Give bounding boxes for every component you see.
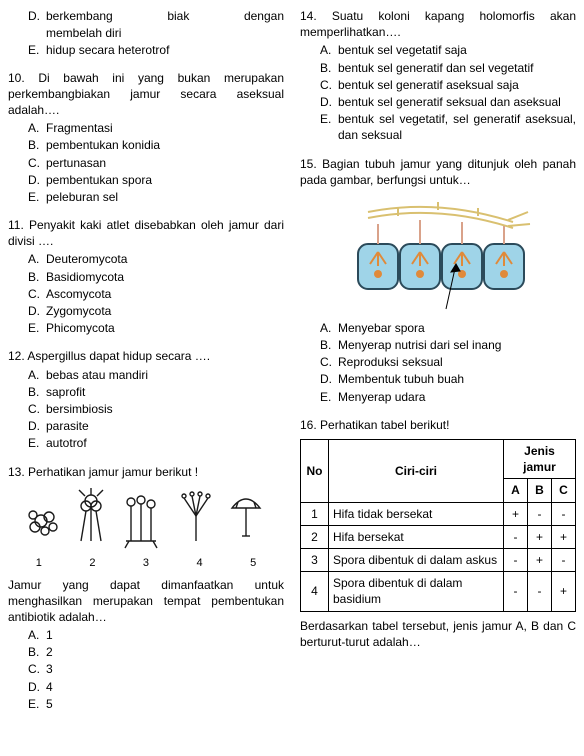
q14-opt-e: E.bentuk sel vegetatif, sel generatif as… [320,111,576,143]
q13-text: 13. Perhatikan jamur jamur berikut ! [8,464,284,480]
q10-opt-e: E.peleburan sel [28,189,284,205]
q12-opt-a: A.bebas atau mandiri [28,367,284,383]
option-text: hidup secara heterotrof [46,42,284,58]
option-letter: D. [28,8,46,24]
q14: 14. Suatu koloni kapang holomorfis akan … [300,8,576,144]
q12-opt-d: D.parasite [28,418,284,434]
table-row: 2 Hifa bersekat - + + [301,525,576,548]
q13-opt-a: A.1 [28,627,284,643]
q13-figure: 1 2 3 4 5 [8,486,284,571]
q10-opt-c: C.pertunasan [28,155,284,171]
q12-opt-e: E.autotrof [28,435,284,451]
q15-opt-d: D.Membentuk tubuh buah [320,371,576,387]
th-ciri: Ciri-ciri [329,440,504,503]
q12-text: 12. Aspergillus dapat hidup secara …. [8,348,284,364]
table-row: 4 Spora dibentuk di dalam basidium - - + [301,572,576,611]
q11-opt-d: D.Zygomycota [28,303,284,319]
q9-option-d-line2: membelah diri [28,25,284,41]
q12-opt-c: C.bersimbiosis [28,401,284,417]
q11-opt-b: B.Basidiomycota [28,269,284,285]
q16-after-text: Berdasarkan tabel tersebut, jenis jamur … [300,618,576,650]
q14-options: A.bentuk sel vegetatif saja B.bentuk sel… [300,42,576,143]
q15-options: A.Menyebar spora B.Menyerap nutrisi dari… [300,320,576,405]
q10-text: 10. Di bawah ini yang bukan merupakan pe… [8,70,284,119]
q9-option-e: E. hidup secara heterotrof [28,42,284,58]
q15-figure [300,194,576,314]
q15-opt-c: C.Reproduksi seksual [320,354,576,370]
q10: 10. Di bawah ini yang bukan merupakan pe… [8,70,284,206]
q15-text: 15. Bagian tubuh jamur yang ditunjuk ole… [300,156,576,188]
option-text: membelah diri [46,25,284,41]
table-row: 1 Hifa tidak bersekat + - - [301,502,576,525]
th-jenis: Jenis jamur [504,440,576,479]
table-header-row: No Ciri-ciri Jenis jamur [301,440,576,479]
fungi-sketch-icon [21,486,271,556]
q11: 11. Penyakit kaki atlet disebabkan oleh … [8,217,284,336]
q16: 16. Perhatikan tabel berikut! No Ciri-ci… [300,417,576,650]
q9-option-d: D. berkembang biak dengan [28,8,284,24]
q10-opt-a: A.Fragmentasi [28,120,284,136]
q11-opt-e: E.Phicomycota [28,320,284,336]
haustorium-diagram-icon [338,194,538,314]
q15-opt-a: A.Menyebar spora [320,320,576,336]
table-row: 3 Spora dibentuk di dalam askus - + - [301,548,576,571]
q11-opt-c: C.Ascomycota [28,286,284,302]
q13-opt-e: E.5 [28,696,284,712]
q13: 13. Perhatikan jamur jamur berikut ! [8,464,284,713]
q15: 15. Bagian tubuh jamur yang ditunjuk ole… [300,156,576,405]
q13-opt-b: B.2 [28,644,284,660]
q13-after-text: Jamur yang dapat dimanfaatkan untuk meng… [8,577,284,626]
left-column: D. berkembang biak dengan membelah diri … [8,8,284,724]
q12: 12. Aspergillus dapat hidup secara …. A.… [8,348,284,451]
q14-opt-c: C.bentuk sel generatif aseksual saja [320,77,576,93]
q10-opt-d: D.pembentukan spora [28,172,284,188]
q13-opt-d: D.4 [28,679,284,695]
q16-text: 16. Perhatikan tabel berikut! [300,417,576,433]
th-no: No [301,440,329,503]
th-a: A [504,479,528,502]
q15-opt-e: E.Menyerap udara [320,389,576,405]
q13-opt-c: C.3 [28,661,284,677]
th-b: B [528,479,552,502]
q11-options: A.Deuteromycota B.Basidiomycota C.Ascomy… [8,251,284,336]
q11-opt-a: A.Deuteromycota [28,251,284,267]
q16-table: No Ciri-ciri Jenis jamur A B C 1 Hifa ti… [300,439,576,612]
option-letter: E. [28,42,46,58]
q11-text: 11. Penyakit kaki atlet disebabkan oleh … [8,217,284,249]
q10-options: A.Fragmentasi B.pembentukan konidia C.pe… [8,120,284,205]
th-c: C [552,479,576,502]
q12-opt-b: B.saprofit [28,384,284,400]
q12-options: A.bebas atau mandiri B.saprofit C.bersim… [8,367,284,452]
q14-text: 14. Suatu koloni kapang holomorfis akan … [300,8,576,40]
q13-options: A.1 B.2 C.3 D.4 E.5 [8,627,284,712]
q15-opt-b: B.Menyerap nutrisi dari sel inang [320,337,576,353]
q14-opt-a: A.bentuk sel vegetatif saja [320,42,576,58]
right-column: 14. Suatu koloni kapang holomorfis akan … [300,8,576,724]
q9-tail-options: D. berkembang biak dengan membelah diri … [8,8,284,59]
q10-opt-b: B.pembentukan konidia [28,137,284,153]
q14-opt-d: D.bentuk sel generatif seksual dan aseks… [320,94,576,110]
q13-figure-numbers: 1 2 3 4 5 [8,556,284,571]
option-text: berkembang biak dengan [46,8,284,24]
q14-opt-b: B.bentuk sel generatif dan sel vegetatif [320,60,576,76]
